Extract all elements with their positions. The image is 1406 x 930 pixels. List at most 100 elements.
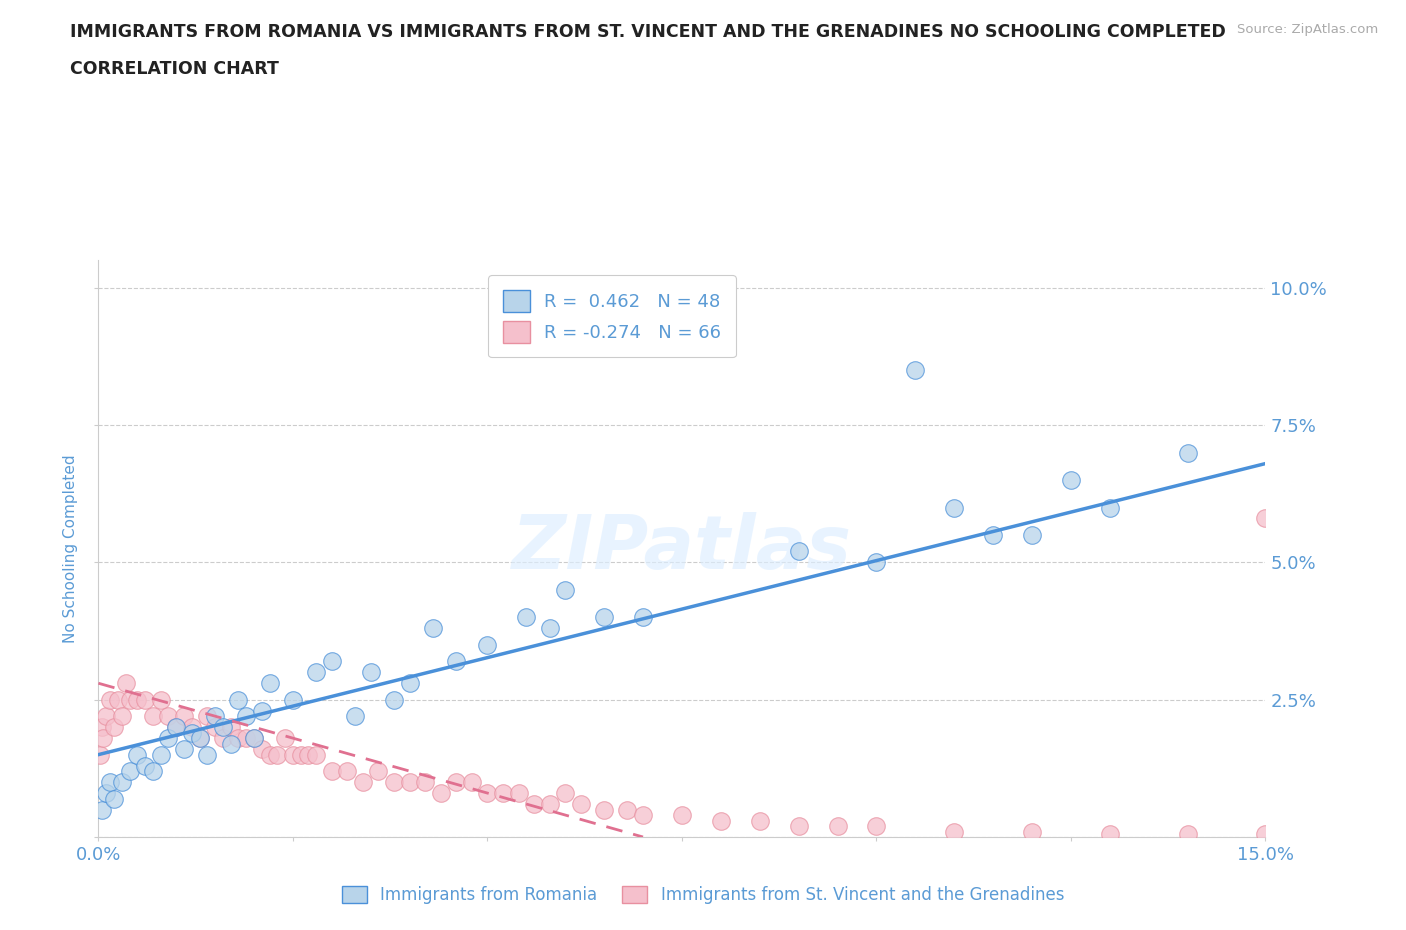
Point — [446, 775, 468, 790]
Point — [554, 786, 576, 801]
Point — [228, 692, 250, 707]
Text: ZIPatlas: ZIPatlas — [512, 512, 852, 585]
Point — [266, 747, 288, 762]
Point — [631, 610, 654, 625]
Point — [111, 775, 134, 790]
Point — [1021, 527, 1043, 542]
Point — [367, 764, 389, 778]
Legend: Immigrants from Romania, Immigrants from St. Vincent and the Grenadines: Immigrants from Romania, Immigrants from… — [333, 878, 1073, 912]
Point — [235, 709, 257, 724]
Point — [195, 747, 218, 762]
Point — [204, 709, 226, 724]
Point — [281, 747, 304, 762]
Point — [477, 637, 499, 652]
Point — [593, 610, 616, 625]
Point — [631, 807, 654, 822]
Point — [89, 747, 111, 762]
Point — [250, 742, 273, 757]
Point — [274, 731, 297, 746]
Point — [1254, 827, 1277, 842]
Point — [127, 692, 149, 707]
Point — [281, 692, 304, 707]
Point — [554, 582, 576, 597]
Point — [157, 709, 180, 724]
Point — [398, 676, 420, 691]
Point — [477, 786, 499, 801]
Point — [259, 676, 281, 691]
Point — [321, 654, 343, 669]
Y-axis label: No Schooling Completed: No Schooling Completed — [63, 455, 79, 643]
Point — [235, 731, 257, 746]
Point — [352, 775, 374, 790]
Legend: R =  0.462   N = 48, R = -0.274   N = 66: R = 0.462 N = 48, R = -0.274 N = 66 — [488, 275, 735, 357]
Point — [188, 731, 211, 746]
Point — [1177, 827, 1199, 842]
Point — [321, 764, 343, 778]
Point — [422, 621, 444, 636]
Point — [382, 775, 405, 790]
Point — [107, 692, 129, 707]
Point — [429, 786, 451, 801]
Point — [1021, 824, 1043, 839]
Point — [943, 500, 966, 515]
Point — [114, 676, 136, 691]
Point — [118, 692, 141, 707]
Point — [616, 802, 638, 817]
Point — [91, 802, 114, 817]
Point — [219, 720, 242, 735]
Point — [787, 818, 810, 833]
Text: Source: ZipAtlas.com: Source: ZipAtlas.com — [1237, 23, 1378, 36]
Point — [165, 720, 187, 735]
Point — [904, 363, 927, 378]
Point — [118, 764, 141, 778]
Point — [103, 720, 125, 735]
Point — [515, 610, 537, 625]
Point — [98, 775, 121, 790]
Point — [461, 775, 484, 790]
Point — [446, 654, 468, 669]
Point — [91, 731, 114, 746]
Point — [336, 764, 359, 778]
Point — [103, 791, 125, 806]
Point — [1177, 445, 1199, 460]
Point — [1254, 512, 1277, 526]
Point — [173, 709, 195, 724]
Point — [250, 703, 273, 718]
Point — [127, 747, 149, 762]
Point — [382, 692, 405, 707]
Point — [142, 764, 165, 778]
Point — [710, 813, 733, 828]
Point — [398, 775, 420, 790]
Point — [142, 709, 165, 724]
Point — [96, 709, 118, 724]
Point — [243, 731, 266, 746]
Point — [593, 802, 616, 817]
Text: IMMIGRANTS FROM ROMANIA VS IMMIGRANTS FROM ST. VINCENT AND THE GRENADINES NO SCH: IMMIGRANTS FROM ROMANIA VS IMMIGRANTS FR… — [70, 23, 1226, 41]
Point — [305, 665, 328, 680]
Point — [538, 621, 561, 636]
Point — [290, 747, 312, 762]
Point — [165, 720, 187, 735]
Point — [212, 731, 235, 746]
Point — [134, 758, 156, 773]
Point — [827, 818, 849, 833]
Point — [149, 692, 172, 707]
Point — [157, 731, 180, 746]
Point — [865, 818, 887, 833]
Point — [96, 786, 118, 801]
Point — [305, 747, 328, 762]
Point — [90, 720, 112, 735]
Point — [259, 747, 281, 762]
Point — [149, 747, 172, 762]
Point — [492, 786, 515, 801]
Point — [748, 813, 770, 828]
Point — [1098, 827, 1121, 842]
Point — [98, 692, 121, 707]
Point — [195, 709, 218, 724]
Point — [173, 742, 195, 757]
Point — [219, 737, 242, 751]
Point — [538, 797, 561, 812]
Point — [188, 731, 211, 746]
Point — [787, 544, 810, 559]
Point — [671, 807, 693, 822]
